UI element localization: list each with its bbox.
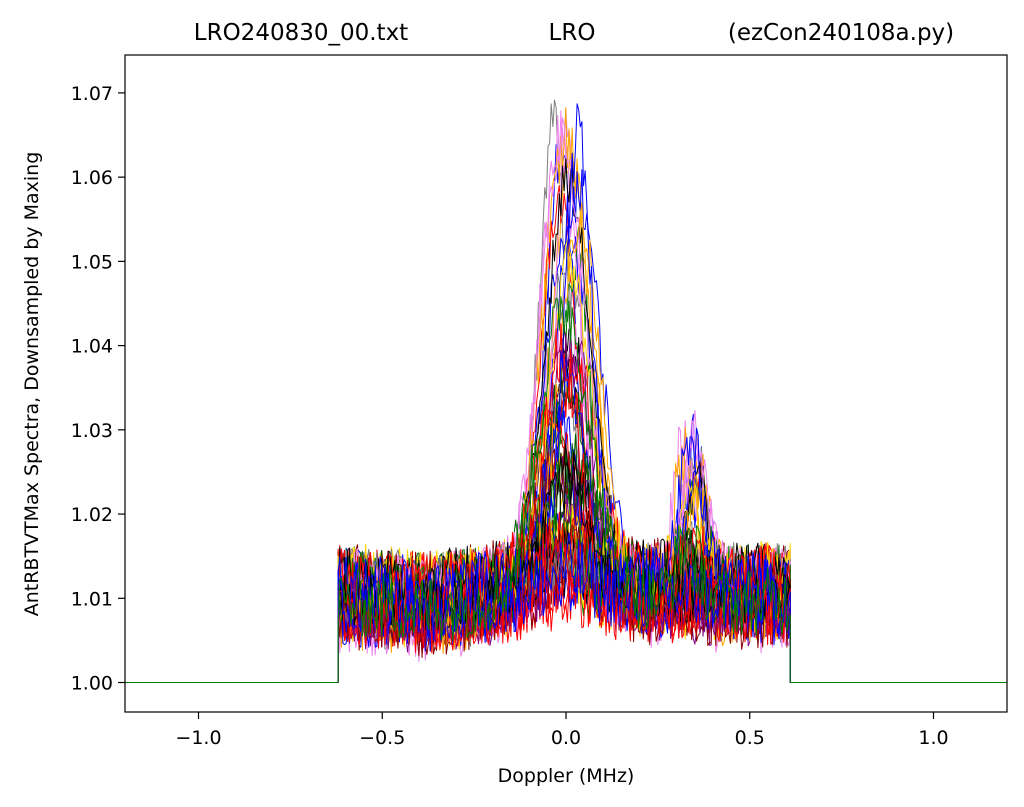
x-axis-label: Doppler (MHz): [498, 765, 635, 787]
title-station: LRO: [549, 20, 596, 46]
y-tick-label: 1.03: [71, 420, 113, 442]
x-tick-label: 0.5: [735, 727, 765, 749]
chart-title: LRO240830_00.txt LRO (ezCon240108a.py): [194, 20, 954, 46]
spectrum-series-line: [125, 511, 1007, 683]
x-tick-label: 1.0: [918, 727, 948, 749]
y-tick-label: 1.04: [71, 336, 113, 358]
spectrum-series-line: [125, 296, 1007, 683]
spectrum-series-line: [125, 103, 1007, 683]
title-script: (ezCon240108a.py): [728, 20, 954, 46]
y-tick-label: 1.07: [71, 83, 113, 105]
x-axis: −1.0 −0.5 0.0 0.5 1.0: [175, 712, 949, 749]
y-axis: 1.00 1.01 1.02 1.03 1.04 1.05 1.06 1.07: [71, 83, 125, 695]
spectrum-series-line: [125, 286, 1007, 683]
spectrum-series-line: [125, 532, 1007, 683]
y-axis-label: AntRBTVTMax Spectra, Downsampled by Maxi…: [21, 152, 43, 617]
y-tick-label: 1.06: [71, 167, 113, 189]
y-tick-label: 1.02: [71, 504, 113, 526]
x-tick-label: 0.0: [551, 727, 581, 749]
y-tick-label: 1.05: [71, 251, 113, 273]
x-tick-label: −0.5: [359, 727, 405, 749]
title-filename: LRO240830_00.txt: [194, 20, 408, 46]
series-layer: [125, 99, 1007, 683]
y-tick-label: 1.01: [71, 588, 113, 610]
x-tick-label: −1.0: [175, 727, 221, 749]
y-tick-label: 1.00: [71, 673, 113, 695]
